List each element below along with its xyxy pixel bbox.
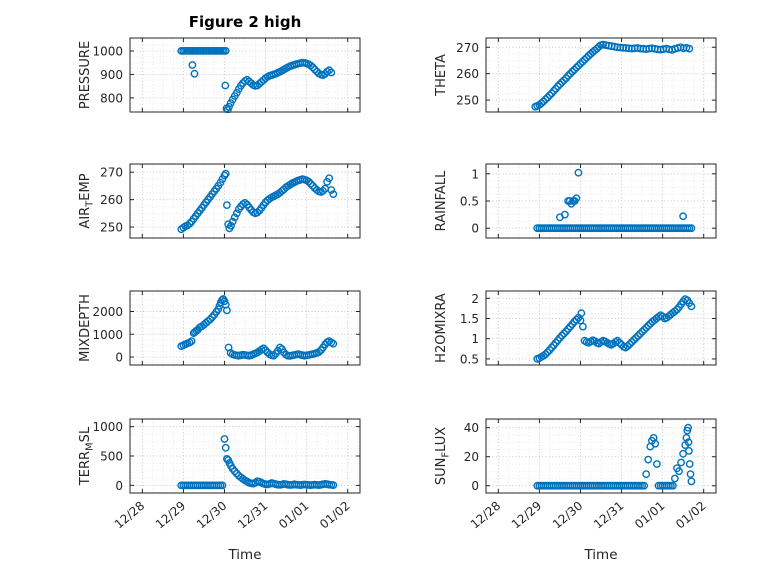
series-terr_msl	[177, 435, 338, 490]
major-grid	[130, 291, 360, 365]
axes-box	[129, 37, 361, 113]
y-axis-title: THETA	[434, 54, 449, 97]
series-theta	[531, 40, 694, 111]
y-tick-labels: 0.5 1 1.5 2	[460, 292, 479, 367]
svg-text:12/30: 12/30	[550, 499, 585, 532]
series-pressure	[177, 47, 336, 113]
svg-text:12/31: 12/31	[591, 499, 626, 532]
svg-text:12/28: 12/28	[468, 499, 503, 532]
svg-text:0.5: 0.5	[460, 195, 479, 209]
svg-text:270: 270	[100, 166, 123, 180]
axes-box	[485, 290, 717, 366]
axis-ticks	[486, 291, 716, 365]
series-air_temp	[177, 169, 338, 234]
svg-text:1000: 1000	[92, 328, 123, 342]
svg-text:250: 250	[456, 94, 479, 108]
svg-text:12/31: 12/31	[235, 499, 270, 532]
y-axis-title: AIRTEMP	[78, 173, 96, 228]
y-tick-labels: 800 900 1000	[92, 44, 123, 105]
axes-box	[485, 37, 717, 113]
svg-text:12/29: 12/29	[509, 499, 544, 532]
series-mixdepth	[177, 295, 338, 360]
svg-text:0: 0	[471, 222, 479, 236]
svg-text:20: 20	[464, 450, 479, 464]
svg-text:0: 0	[115, 479, 123, 493]
svg-text:900: 900	[100, 68, 123, 82]
y-axis-title: H2OMIXRA	[434, 293, 449, 363]
series-sun_flux	[533, 423, 696, 490]
svg-text:260: 260	[100, 193, 123, 207]
y-axis-title: PRESSURE	[78, 41, 93, 109]
svg-text:1000: 1000	[92, 44, 123, 58]
svg-text:12/29: 12/29	[153, 499, 188, 532]
svg-text:250: 250	[100, 221, 123, 235]
svg-text:500: 500	[100, 450, 123, 464]
svg-text:800: 800	[100, 91, 123, 105]
axis-ticks	[130, 291, 360, 365]
svg-text:0: 0	[115, 351, 123, 365]
axis-ticks	[486, 164, 716, 238]
y-tick-labels: 250 260 270	[456, 41, 479, 108]
major-grid	[486, 291, 716, 365]
x-axis-title: Time	[227, 547, 261, 563]
svg-text:260: 260	[456, 67, 479, 81]
svg-text:1.5: 1.5	[460, 312, 479, 326]
svg-text:12/28: 12/28	[112, 499, 147, 532]
svg-text:2: 2	[471, 292, 479, 306]
axis-ticks	[486, 419, 716, 493]
svg-text:01/02: 01/02	[317, 499, 352, 532]
svg-text:01/01: 01/01	[632, 499, 667, 532]
svg-text:0: 0	[471, 479, 479, 493]
axis-ticks	[130, 419, 360, 493]
y-axis-title: TERRMSL	[78, 426, 96, 486]
subplot-terr-msl: 0 500 1000 12/28 12/29 12/30 12/31 01/01 01/02 Ti…	[78, 418, 361, 563]
y-axis-title: MIXDEPTH	[78, 294, 93, 362]
subplot-h2omixra: 0.5 1 1.5 2 H2OMIXRA	[434, 290, 717, 367]
svg-text:01/01: 01/01	[276, 499, 311, 532]
svg-text:2000: 2000	[92, 305, 123, 319]
svg-text:1: 1	[471, 332, 479, 346]
figure-title: Figure 2 high	[189, 13, 302, 31]
axes-box	[485, 418, 717, 494]
subplot-air-temp: 250 260 270 AIRTEMP	[78, 163, 361, 239]
major-grid	[486, 419, 716, 493]
subplot-theta: 250 260 270 THETA	[434, 37, 717, 113]
y-tick-labels: 250 260 270	[100, 166, 123, 235]
series-rainfall	[533, 168, 696, 233]
svg-text:12/30: 12/30	[194, 499, 229, 532]
series-h2omixra	[533, 295, 696, 363]
axes-box	[129, 163, 361, 239]
x-tick-labels: 12/28 12/29 12/30 12/31 01/01 01/02	[468, 499, 709, 532]
y-axis-title: RAINFALL	[434, 170, 449, 231]
subplot-sun-flux: 0 20 40 12/28 12/29 12/30 12/31 01/01 01/02 Time S…	[434, 418, 717, 563]
svg-text:1: 1	[471, 167, 479, 181]
axes-box	[129, 290, 361, 366]
x-tick-labels: 12/28 12/29 12/30 12/31 01/01 01/02	[112, 499, 353, 532]
svg-text:0.5: 0.5	[460, 352, 479, 366]
major-grid	[130, 164, 360, 238]
y-tick-labels: 0 1000 2000	[92, 305, 123, 365]
x-axis-title: Time	[583, 547, 617, 563]
svg-text:1000: 1000	[92, 420, 123, 434]
y-tick-labels: 0 20 40	[464, 421, 479, 493]
svg-text:01/02: 01/02	[673, 499, 708, 532]
axis-ticks	[130, 164, 360, 238]
y-tick-labels: 0 500 1000	[92, 420, 123, 493]
svg-text:40: 40	[464, 421, 479, 435]
axis-ticks	[130, 38, 360, 112]
svg-text:270: 270	[456, 41, 479, 55]
y-tick-labels: 00.51	[460, 167, 479, 235]
y-axis-title: SUNFLUX	[434, 427, 452, 485]
axis-ticks	[486, 38, 716, 112]
